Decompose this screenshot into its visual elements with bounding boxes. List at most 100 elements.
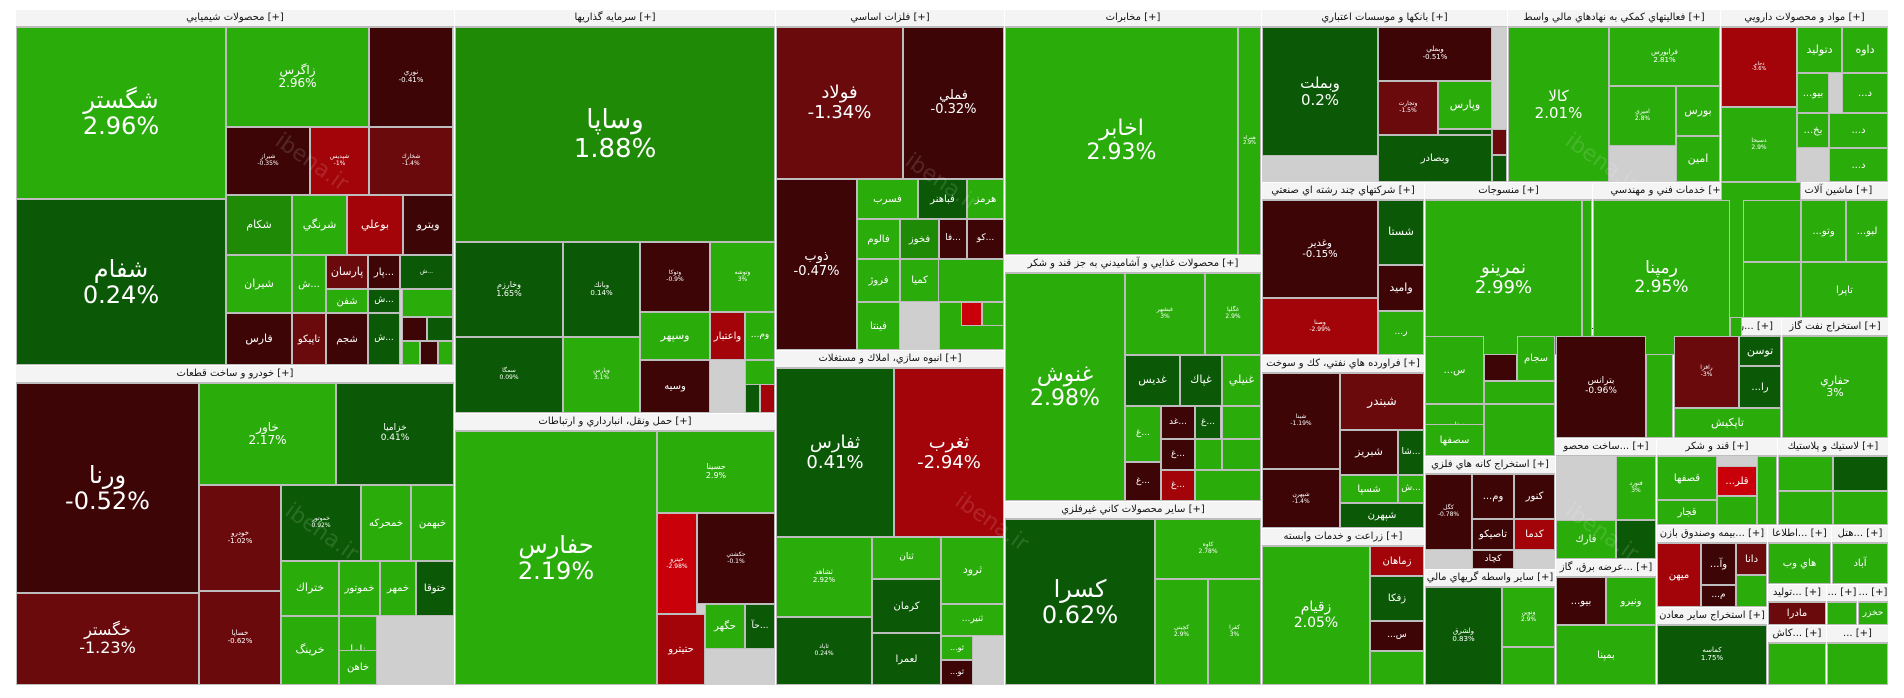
stock-tile[interactable]: شپهرن -1.4% — [1262, 469, 1340, 528]
stock-tile[interactable]: داوه — [1842, 27, 1888, 73]
stock-tile[interactable]: قصفها — [1657, 456, 1717, 500]
stock-tile[interactable]: غ... — [1125, 462, 1161, 501]
stock-tile[interactable]: شفن — [326, 289, 368, 313]
stock-tile[interactable]: فولاد -1.34% — [776, 27, 903, 179]
small-stock-tile[interactable] — [1743, 200, 1801, 262]
stock-tile[interactable]: ختراك — [281, 561, 339, 616]
stock-tile[interactable]: فارس — [226, 313, 292, 365]
stock-tile[interactable]: ثفارس 0.41% — [776, 368, 894, 537]
stock-tile[interactable]: حفارس 2.19% — [455, 431, 657, 685]
stock-tile[interactable]: واعتبار — [710, 312, 745, 360]
stock-tile[interactable]: ونيرو — [1606, 577, 1656, 625]
sector-title[interactable]: شركتهاي چند رشته اي صنعتي [+] — [1262, 183, 1424, 200]
stock-tile[interactable]: پار... — [368, 255, 400, 289]
sector-title[interactable]: بانكها و موسسات اعتباري [+] — [1262, 10, 1507, 27]
stock-tile[interactable]: كفرا 3% — [1208, 579, 1261, 685]
stock-tile[interactable]: ش... — [368, 313, 400, 365]
stock-tile[interactable]: شستا — [1378, 200, 1424, 265]
stock-tile[interactable]: وبملت 0.2% — [1262, 27, 1378, 156]
stock-tile[interactable]: كماسه 1.75% — [1657, 625, 1767, 685]
stock-tile[interactable]: خمهر — [380, 561, 416, 616]
stock-tile[interactable]: خموتور 0.92% — [281, 485, 361, 561]
stock-tile[interactable]: ...م — [1701, 585, 1736, 607]
small-stock-tile[interactable] — [1616, 520, 1656, 559]
small-stock-tile[interactable] — [402, 341, 420, 365]
stock-tile[interactable]: ...وم — [745, 312, 775, 360]
stock-tile[interactable]: غبشهر 3% — [1125, 273, 1205, 355]
stock-tile[interactable]: شپديس -1% — [310, 127, 369, 195]
stock-tile[interactable]: كچاد — [1472, 550, 1514, 569]
stock-tile[interactable]: نمرينو 2.99% — [1425, 200, 1582, 355]
stock-tile[interactable]: وغدير -0.15% — [1262, 200, 1378, 298]
stock-tile[interactable]: غپاك — [1180, 355, 1222, 406]
stock-tile[interactable]: ...بخ — [1797, 113, 1829, 148]
stock-tile[interactable]: وپارس — [1438, 81, 1492, 129]
stock-tile[interactable]: شا... — [1398, 430, 1424, 475]
small-stock-tile[interactable] — [420, 341, 438, 365]
stock-tile[interactable]: آباد — [1832, 543, 1888, 584]
sector-title[interactable]: مخابرات [+] — [1005, 10, 1261, 27]
stock-tile[interactable]: رافزا -3% — [1674, 336, 1739, 408]
stock-tile[interactable]: قجار — [1657, 500, 1717, 525]
stock-tile[interactable]: ثغرب -2.94% — [894, 368, 1004, 537]
stock-tile[interactable]: غديس — [1125, 355, 1180, 406]
stock-tile[interactable]: همراه 2.9% — [1238, 27, 1261, 255]
stock-tile[interactable]: غنوش 2.98% — [1005, 273, 1125, 501]
stock-tile[interactable]: حگهر — [705, 604, 745, 649]
small-stock-tile[interactable] — [1492, 155, 1507, 182]
sector-title[interactable]: محصولات شيميايي [+] — [16, 10, 454, 27]
stock-tile[interactable]: خموتور — [339, 561, 380, 616]
stock-tile[interactable]: ...بيو — [1797, 73, 1829, 113]
sector-title[interactable]: ساخت محصو... [+] — [1556, 439, 1656, 456]
stock-tile[interactable]: خاور 2.17% — [199, 383, 336, 485]
stock-tile[interactable]: رمپنا 2.95% — [1593, 200, 1730, 355]
sector-title[interactable]: عرضه برق، گاز... [+] — [1556, 560, 1656, 577]
stock-tile[interactable]: مادرا — [1768, 602, 1826, 625]
stock-tile[interactable]: غ... — [1161, 470, 1195, 501]
small-stock-tile[interactable] — [1438, 129, 1492, 135]
stock-tile[interactable]: سصفها — [1425, 424, 1484, 456]
stock-tile[interactable]: وتوشه 3% — [710, 242, 775, 312]
stock-tile[interactable]: وبانك 0.14% — [563, 242, 640, 337]
stock-tile[interactable]: ...ثنير — [941, 604, 1004, 636]
stock-tile[interactable]: غد... — [1161, 406, 1195, 439]
stock-tile[interactable]: ثاباد 0.24% — [776, 617, 872, 685]
stock-tile[interactable]: فا... — [939, 219, 967, 259]
sector-title[interactable]: فعاليتهاي كمكي به نهادهاي مالي واسط [+] — [1508, 10, 1720, 27]
sector-title[interactable]: بيمه وصندوق بازن... [+] — [1657, 526, 1767, 543]
stock-tile[interactable]: ش... — [292, 255, 326, 313]
stock-tile[interactable]: غ... — [1161, 439, 1195, 470]
stock-tile[interactable]: لعمرا — [872, 633, 941, 685]
stock-tile[interactable]: شبنا -1.19% — [1262, 373, 1340, 469]
sector-title[interactable]: خودرو و ساخت قطعات [+] — [16, 366, 454, 383]
sector-title[interactable]: مواد و محصولات دارويي [+] — [1721, 10, 1888, 27]
small-stock-tile[interactable] — [1195, 439, 1222, 470]
stock-tile[interactable]: وتجارت -1.5% — [1378, 81, 1438, 135]
stock-tile[interactable]: ...د — [1829, 148, 1888, 182]
stock-tile[interactable]: دانا — [1736, 543, 1767, 575]
stock-tile[interactable]: شگستر 2.96% — [16, 27, 226, 199]
sector-title[interactable]: انبوه سازي، املاك و مستغلات [+] — [776, 351, 1004, 368]
sector-title[interactable]: منسوجات [+] — [1425, 183, 1592, 200]
small-stock-tile[interactable] — [1757, 456, 1777, 525]
stock-tile[interactable]: غگلپا 2.9% — [1205, 273, 1261, 355]
sector-title[interactable]: ساير محصولات كاني غيرفلزي [+] — [1005, 502, 1261, 519]
stock-tile[interactable]: شسپا — [1340, 475, 1398, 503]
sector-title[interactable]: قند و شكر [+] — [1657, 439, 1777, 456]
stock-tile[interactable]: ش... — [1398, 475, 1424, 503]
sector-title[interactable]: استخراج كانه هاي فلزي [+] — [1425, 457, 1555, 474]
small-stock-tile[interactable] — [1492, 129, 1507, 155]
small-stock-tile[interactable] — [1195, 470, 1261, 501]
stock-tile[interactable]: ...د — [1842, 73, 1888, 113]
stock-tile[interactable]: ...س — [1370, 621, 1424, 651]
small-stock-tile[interactable] — [1778, 456, 1833, 491]
stock-tile[interactable]: خمحركه — [361, 485, 411, 561]
stock-tile[interactable]: دجابر -3.6% — [1721, 27, 1797, 107]
small-stock-tile[interactable] — [1827, 602, 1857, 625]
sector-title[interactable]: خدمات فني و مهندسي [+] — [1593, 183, 1742, 200]
stock-tile[interactable]: زقيام 2.05% — [1262, 546, 1370, 685]
small-stock-tile[interactable] — [1582, 200, 1592, 355]
stock-tile[interactable]: نوري -0.41% — [369, 27, 453, 127]
small-stock-tile[interactable] — [1502, 647, 1555, 685]
stock-tile[interactable]: اميري 2.8% — [1609, 86, 1676, 146]
